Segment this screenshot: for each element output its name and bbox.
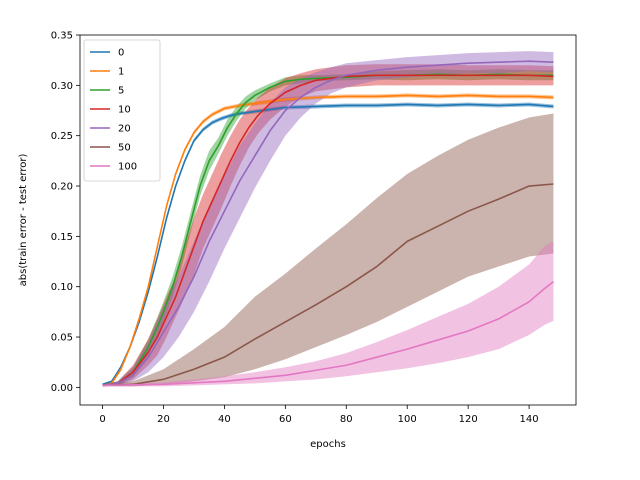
y-tick-label: 0.20	[51, 182, 73, 193]
y-tick-label: 0.00	[51, 383, 73, 394]
y-tick-label: 0.35	[51, 31, 73, 42]
x-tick-label: 100	[398, 414, 417, 425]
x-axis-ticks: 0 20 40 60 80 100 120 140	[99, 405, 539, 425]
legend-label-10: 10	[118, 105, 131, 116]
x-tick-label: 60	[279, 414, 292, 425]
line-series-20	[102, 60, 554, 387]
band-series-50	[102, 113, 554, 387]
legend-label-0: 0	[118, 48, 124, 59]
line-series-100	[102, 281, 554, 387]
legend-label-50: 50	[118, 143, 131, 154]
y-tick-label: 0.30	[51, 81, 73, 92]
x-tick-label: 20	[157, 414, 170, 425]
legend-label-100: 100	[118, 162, 137, 173]
line-series-1	[102, 94, 554, 387]
y-tick-label: 0.10	[51, 282, 73, 293]
confidence-bands	[102, 51, 554, 387]
axes	[79, 34, 577, 406]
x-tick-label: 120	[459, 414, 478, 425]
x-tick-label: 140	[520, 414, 539, 425]
line-series-0	[102, 103, 554, 386]
band-series-100	[102, 241, 554, 387]
y-tick-label: 0.25	[51, 131, 73, 142]
line-series-10	[102, 74, 554, 387]
y-axis-label: abs(train error - test error)	[18, 154, 29, 287]
series-lines	[102, 60, 554, 387]
band-series-5	[102, 69, 554, 387]
line-series-50	[102, 183, 554, 387]
legend-label-20: 20	[118, 124, 131, 135]
x-tick-label: 40	[218, 414, 231, 425]
y-tick-label: 0.05	[51, 333, 73, 344]
x-axis-label: epochs	[310, 439, 346, 450]
legend-box	[83, 39, 161, 182]
y-axis-ticks: 0.00 0.05 0.10 0.15 0.20 0.25 0.30 0.35	[51, 31, 80, 394]
legend-label-1: 1	[118, 67, 124, 78]
x-tick-label: 80	[340, 414, 353, 425]
legend-label-5: 5	[118, 86, 124, 97]
legend: 0 1 5 10 20 50 100	[83, 39, 161, 182]
y-tick-label: 0.15	[51, 232, 73, 243]
plot-frame	[79, 34, 577, 406]
x-tick-label: 0	[99, 414, 105, 425]
